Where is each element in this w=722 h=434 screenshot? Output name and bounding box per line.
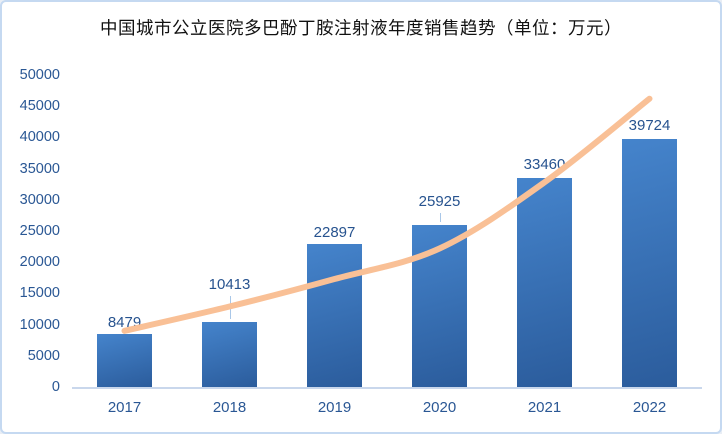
y-axis-tick-label: 5000: [27, 347, 60, 364]
x-axis-tick-label: 2021: [527, 399, 562, 416]
bar-2020: [412, 225, 467, 387]
y-axis-tick-label: 40000: [19, 129, 60, 146]
y-axis-tick-label: 25000: [19, 223, 60, 239]
y-axis-tick-label: 15000: [19, 285, 60, 302]
y-axis-tick-label: 0: [51, 379, 60, 395]
x-axis-tick-label: 2020: [422, 399, 457, 416]
bar-2019: [307, 244, 362, 387]
data-label-2022: 39724: [628, 117, 671, 135]
x-axis-tick-label: 2018: [212, 399, 247, 416]
x-axis-line: [72, 387, 702, 389]
y-axis-tick-label: 50000: [19, 67, 60, 83]
data-label-2019: 22897: [313, 224, 356, 242]
bar-2017: [97, 334, 152, 387]
label-leader-line: [229, 296, 231, 320]
x-axis-tick-label: 2022: [632, 399, 667, 416]
bar-2022: [622, 139, 677, 387]
y-axis-tick-label: 10000: [19, 316, 60, 333]
y-axis-tick-label: 20000: [19, 254, 60, 271]
data-label-2018: 10413: [208, 276, 251, 294]
data-label-2020: 25925: [418, 193, 461, 211]
data-label-2017: 8479: [107, 314, 142, 332]
bar-2021: [517, 178, 572, 387]
y-axis-tick-label: 30000: [19, 191, 60, 208]
y-axis-tick-label: 35000: [19, 160, 60, 177]
x-axis-tick-label: 2017: [107, 399, 142, 416]
data-label-2021: 33460: [523, 156, 566, 174]
bar-2018: [202, 322, 257, 387]
x-axis-tick-label: 2019: [317, 399, 352, 416]
y-axis-tick-label: 45000: [19, 98, 60, 115]
label-leader-line: [439, 213, 441, 223]
chart-title: 中国城市公立医院多巴酚丁胺注射液年度销售趋势（单位：万元）: [100, 18, 622, 38]
